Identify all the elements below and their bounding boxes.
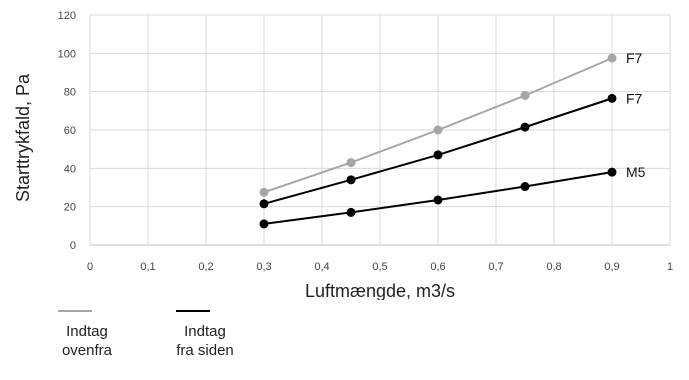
data-point — [607, 93, 617, 103]
data-point — [346, 207, 356, 217]
x-tick-label: 0,8 — [546, 261, 561, 273]
data-point — [520, 91, 530, 100]
data-point — [433, 195, 443, 205]
legend-swatch-ovenfra — [58, 310, 92, 312]
legend-label-line2: ovenfra — [61, 342, 113, 359]
series-group: F7 F7 M5 — [259, 50, 646, 229]
y-tick-label: 120 — [58, 10, 76, 22]
data-point — [607, 53, 617, 63]
y-tick-labels: 0 20 40 60 80 100 120 — [58, 10, 76, 252]
data-point — [346, 158, 356, 168]
series-end-label: F7 — [626, 50, 643, 66]
x-tick-label: 0,9 — [604, 261, 619, 273]
y-tick-label: 100 — [58, 48, 76, 60]
legend-item-fra-siden: Indtag fra siden — [170, 310, 240, 360]
data-point — [520, 122, 530, 132]
legend-item-ovenfra: Indtag ovenfra — [52, 310, 122, 360]
data-point — [259, 199, 269, 209]
legend: Indtag ovenfra Indtag fra siden — [52, 310, 240, 360]
series-end-label: M5 — [626, 164, 646, 180]
y-tick-label: 60 — [64, 125, 76, 137]
x-tick-label: 1 — [667, 261, 673, 273]
x-tick-label: 0,4 — [314, 261, 329, 273]
x-tick-label: 0,1 — [140, 261, 155, 273]
x-tick-label: 0,2 — [198, 261, 213, 273]
x-tick-label: 0 — [87, 261, 93, 273]
x-axis-title: Luftmængde, m3/s — [305, 281, 455, 300]
series-end-label: F7 — [626, 90, 643, 106]
data-point — [433, 125, 443, 135]
x-tick-labels: 0 0,1 0,2 0,3 0,4 0,5 0,6 0,7 0,8 0,9 1 — [87, 261, 673, 273]
y-tick-label: 20 — [64, 202, 76, 214]
data-point — [259, 187, 269, 197]
legend-label-line2: fra siden — [176, 342, 234, 359]
data-point — [520, 182, 530, 192]
y-tick-label: 0 — [70, 240, 76, 252]
data-point — [259, 219, 269, 229]
x-tick-label: 0,3 — [256, 261, 271, 273]
data-point — [346, 175, 356, 185]
x-tick-label: 0,6 — [430, 261, 445, 273]
grid — [89, 14, 671, 246]
x-tick-label: 0,5 — [372, 261, 387, 273]
data-point — [433, 150, 443, 160]
line-chart: 0 20 40 60 80 100 120 0 0,1 0,2 0,3 0,4 0,5 0,6 0,7 0,… — [13, 10, 673, 300]
data-point — [607, 167, 617, 177]
y-tick-label: 80 — [64, 87, 76, 99]
y-tick-label: 40 — [64, 163, 76, 175]
x-tick-label: 0,7 — [488, 261, 503, 273]
y-axis-title: Starttrykfald, Pa — [13, 73, 33, 202]
legend-label-line1: Indtag — [66, 323, 108, 340]
legend-label-line1: Indtag — [184, 323, 226, 340]
legend-swatch-fra-siden — [176, 310, 210, 312]
